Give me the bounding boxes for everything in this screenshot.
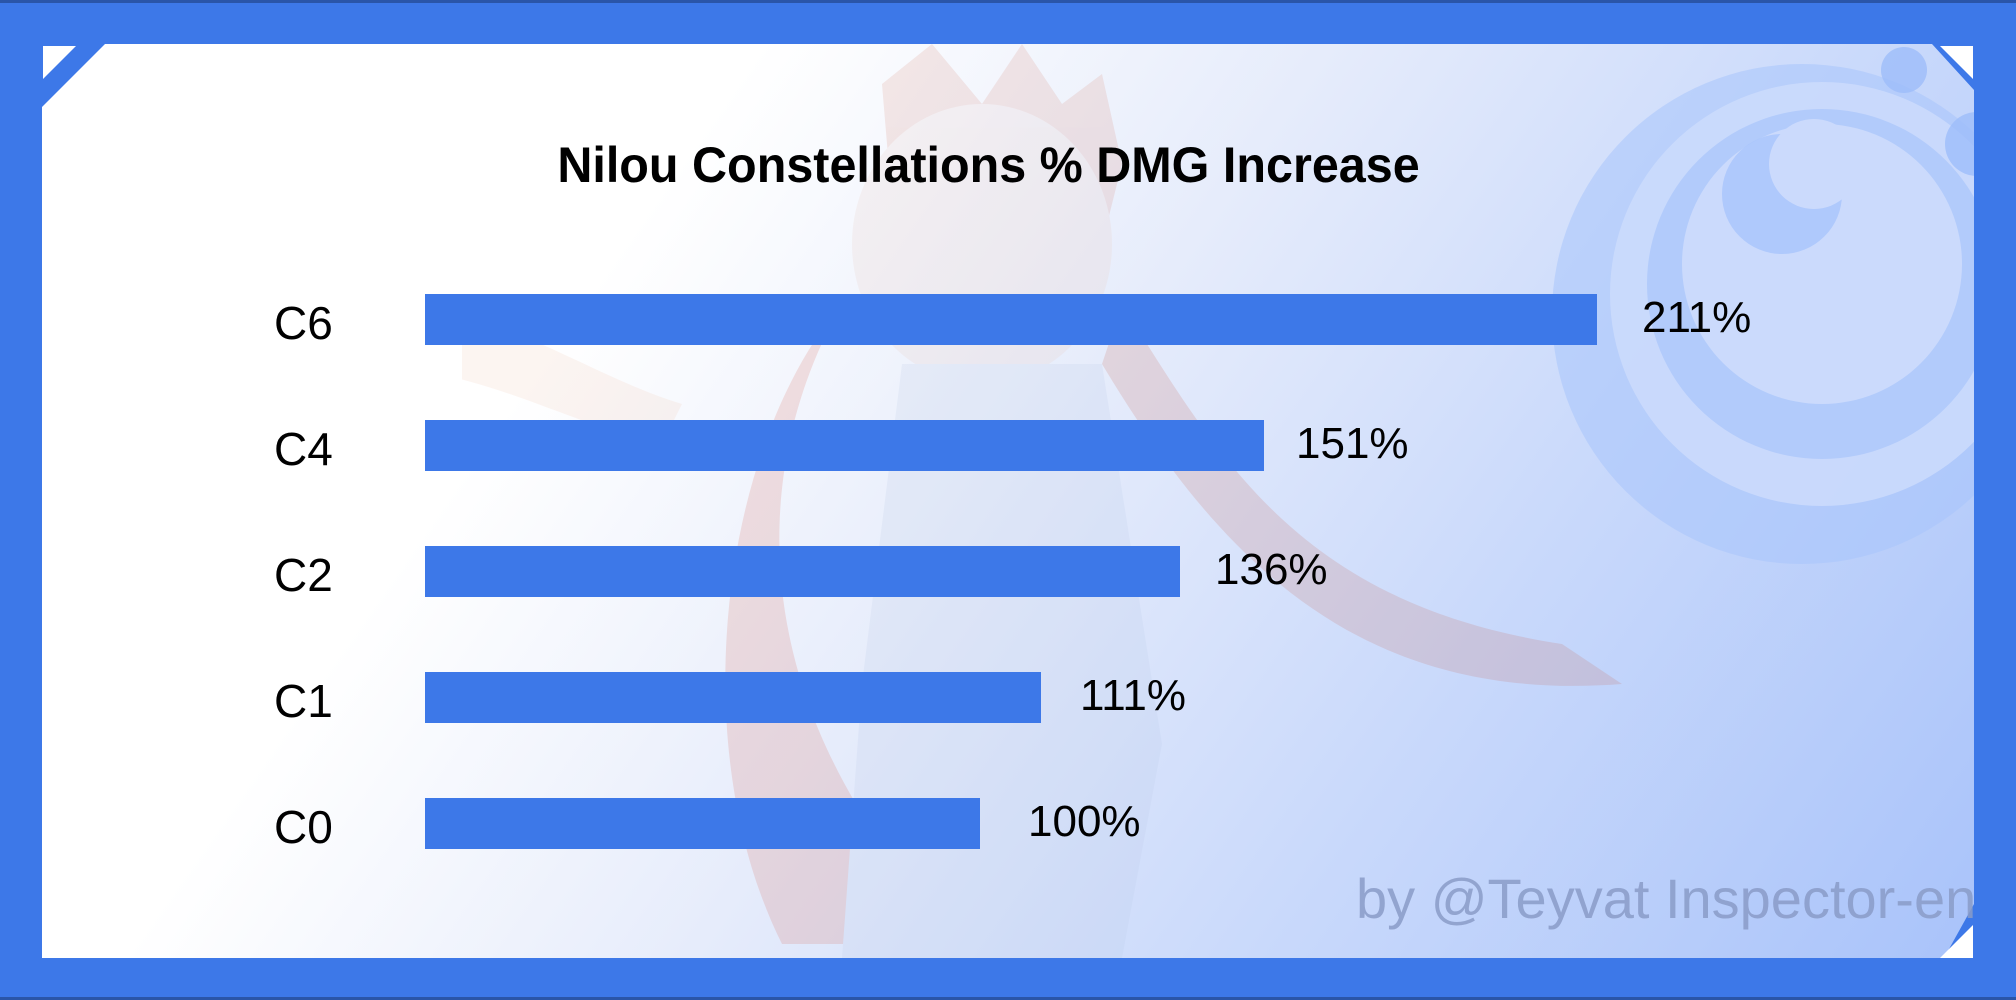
- category-label: C4: [274, 423, 333, 475]
- bar-row-c4: C4 151%: [0, 419, 2016, 475]
- corner-notch-bottom-right: [1940, 925, 1973, 958]
- bottom-edge-line: [0, 997, 2016, 1000]
- bar-c1: [425, 672, 1041, 723]
- corner-notch-bottom-left: [43, 925, 76, 958]
- bar-row-c1: C1 111%: [0, 671, 2016, 727]
- bar-c4: [425, 420, 1264, 471]
- bar-row-c2: C2 136%: [0, 545, 2016, 601]
- category-label: C6: [274, 297, 333, 349]
- corner-notch-top-right: [1940, 46, 1973, 79]
- author-credit: by @Teyvat Inspector-en: [1356, 867, 1977, 930]
- bar-c2: [425, 546, 1180, 597]
- category-label: C2: [274, 549, 333, 601]
- value-label: 111%: [1080, 671, 1187, 720]
- category-label: C0: [274, 801, 333, 853]
- value-label: 100%: [1028, 797, 1141, 846]
- bar-c6: [425, 294, 1597, 345]
- chart-title-text: Nilou Constellations % DMG Increase: [557, 137, 1421, 193]
- bar-row-c6: C6 211%: [0, 293, 2016, 349]
- corner-notch-top-left: [43, 46, 76, 79]
- value-label: 136%: [1215, 545, 1328, 594]
- bar-row-c0: C0 100%: [0, 797, 2016, 853]
- chart-title: Nilou Constellations % DMG Increase: [0, 136, 2016, 194]
- value-label: 211%: [1642, 293, 1752, 342]
- top-edge-line: [0, 0, 2016, 3]
- hydro-emblem-icon: [1552, 47, 1974, 564]
- bar-c0: [425, 798, 980, 849]
- value-label: 151%: [1296, 419, 1409, 468]
- chart-panel: [42, 44, 1974, 958]
- category-label: C1: [274, 675, 333, 727]
